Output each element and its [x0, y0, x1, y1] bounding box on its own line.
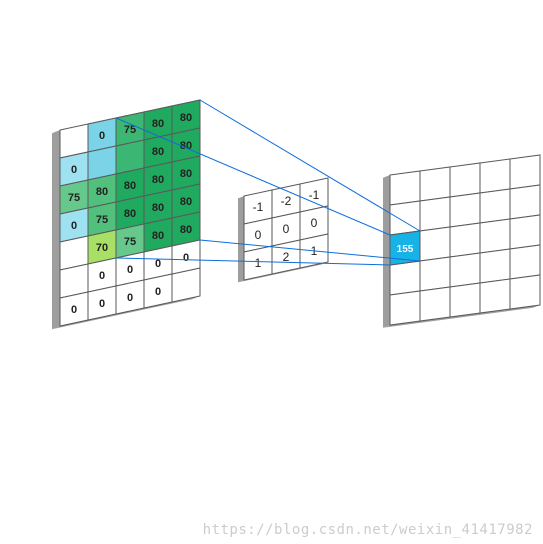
input-cell-value: 80: [152, 146, 164, 158]
convolution-diagram: 0758080080807580808080075808080707580800…: [0, 0, 543, 544]
kernel-cell-value: 0: [255, 228, 262, 242]
input-cell-value: 80: [180, 224, 192, 236]
diagram-svg: 0758080080807580808080075808080707580800…: [0, 0, 543, 544]
input-cell-value: 0: [99, 130, 105, 142]
input-cell-value: 0: [155, 258, 161, 270]
kernel-cell-value: 1: [255, 256, 262, 270]
input-cell-value: 75: [124, 236, 136, 248]
input-cell-value: 0: [127, 264, 133, 276]
input-cell-value: 0: [71, 164, 77, 176]
output-cell-value: 155: [397, 244, 414, 255]
kernel-cell-value: -1: [309, 188, 320, 202]
kernel-cell-value: -2: [281, 194, 292, 208]
input-cell-value: 80: [152, 202, 164, 214]
watermark-text: https://blog.csdn.net/weixin_41417982: [203, 522, 533, 538]
input-cell-value: 80: [96, 186, 108, 198]
input-cell-value: 70: [96, 242, 108, 254]
input-cell-value: 80: [152, 174, 164, 186]
input-cell-value: 80: [180, 168, 192, 180]
input-cell-value: 0: [99, 270, 105, 282]
kernel-cell-value: -1: [253, 200, 264, 214]
input-cell-value: 80: [180, 196, 192, 208]
input-cell-value: 0: [99, 298, 105, 310]
input-cell-value: 0: [155, 286, 161, 298]
input-cell-value: 80: [124, 208, 136, 220]
kernel-cell-value: 0: [311, 216, 318, 230]
input-cell-value: 80: [180, 112, 192, 124]
input-cell-value: 0: [71, 220, 77, 232]
input-cell-value: 80: [152, 118, 164, 130]
input-cell-value: 0: [127, 292, 133, 304]
input-cell-value: 75: [68, 192, 80, 204]
input-cell-value: 0: [183, 252, 189, 264]
kernel-cell-value: 0: [283, 222, 290, 236]
input-cell-value: 80: [124, 180, 136, 192]
input-cell-value: 0: [71, 304, 77, 316]
input-cell-value: 75: [96, 214, 108, 226]
input-cell-value: 80: [152, 230, 164, 242]
